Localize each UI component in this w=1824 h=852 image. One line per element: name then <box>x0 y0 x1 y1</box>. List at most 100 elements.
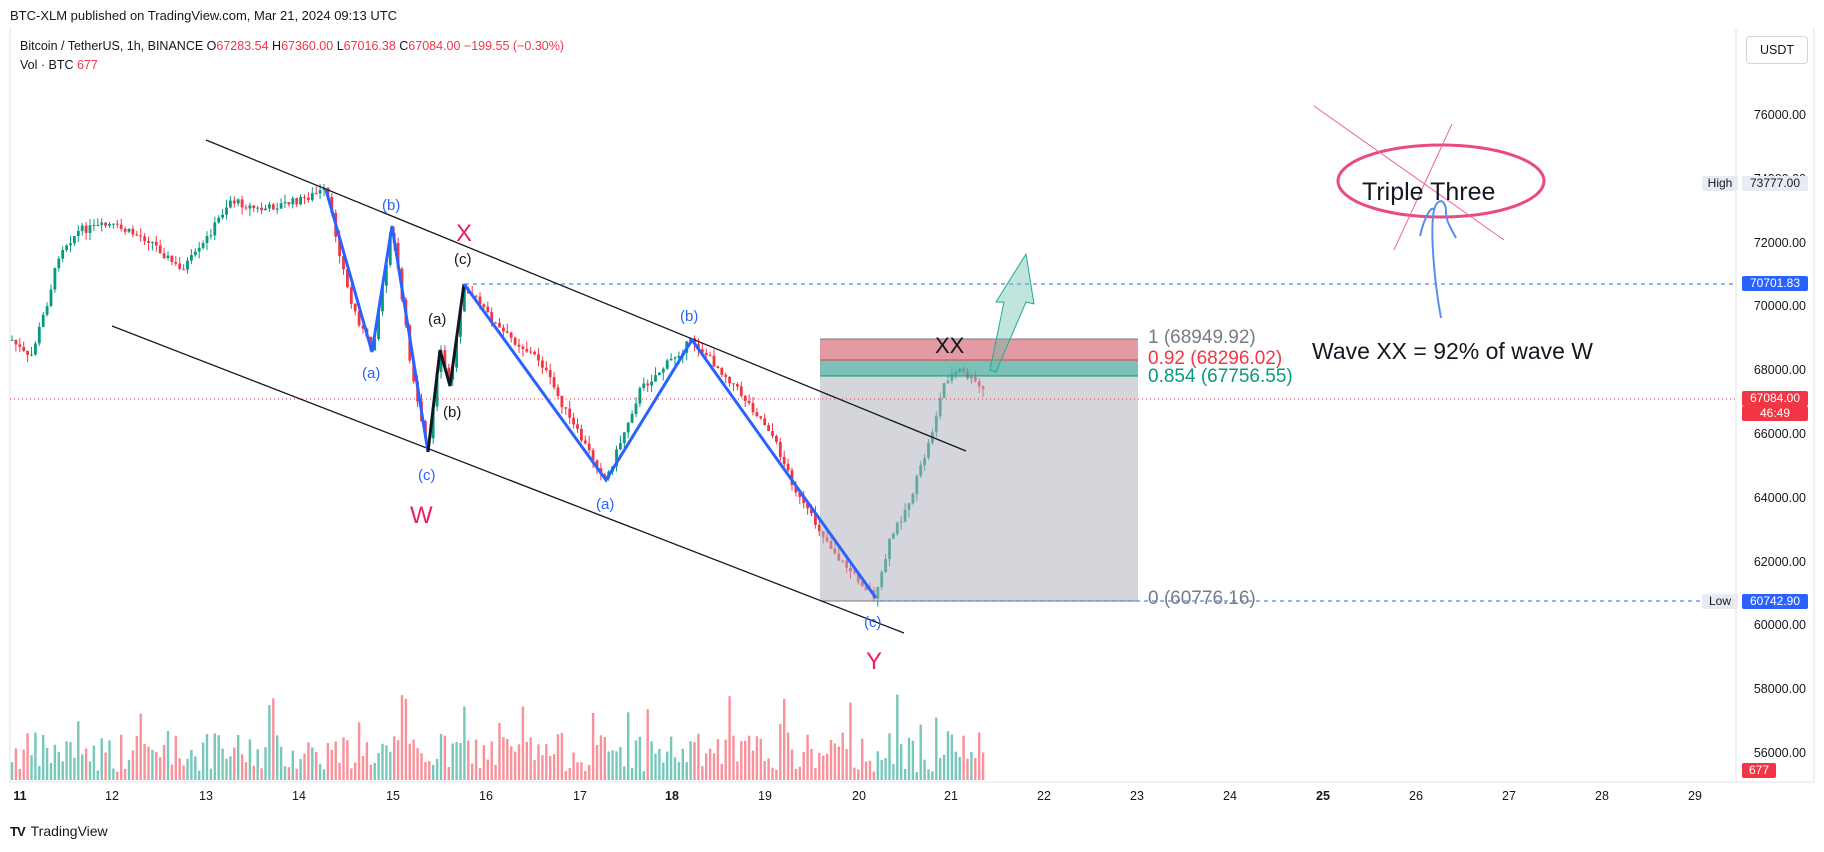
price-tick: 56000.00 <box>1753 746 1806 760</box>
volume-bar <box>416 748 419 780</box>
wave-label-b-y: (b) <box>680 308 699 325</box>
candle-body <box>373 338 377 351</box>
volume-label[interactable]: Vol · BTC <box>20 58 74 72</box>
candle-body <box>771 431 774 437</box>
candle-body <box>69 243 72 246</box>
volume-bar <box>552 754 556 780</box>
volume-bar <box>326 743 330 780</box>
volume-bar <box>689 741 692 780</box>
volume-bar <box>568 768 571 780</box>
volume-bar <box>139 713 142 780</box>
currency-button[interactable]: USDT <box>1746 36 1808 64</box>
volume-bar <box>923 759 926 780</box>
candle-body <box>217 217 221 223</box>
volume-bar <box>260 768 263 780</box>
volume-bar <box>412 739 415 780</box>
volume-bar <box>510 746 513 780</box>
candle-body <box>197 247 201 252</box>
candle-body <box>478 296 482 305</box>
candle-body <box>299 196 302 205</box>
symbol-name[interactable]: Bitcoin / TetherUS, 1h, BINANCE <box>20 39 204 53</box>
volume-bar <box>599 735 603 780</box>
volume-bar <box>634 740 638 780</box>
candle-body <box>112 223 115 225</box>
candle-body <box>802 496 806 504</box>
volume-legend[interactable]: Vol · BTC 677 <box>20 58 98 72</box>
volume-bar <box>646 709 649 780</box>
candle-body <box>732 383 735 385</box>
volume-bar <box>92 745 96 780</box>
volume-bar <box>825 753 829 780</box>
volume-bar <box>229 756 232 780</box>
candle-body <box>463 288 466 312</box>
volume-bar <box>724 739 727 780</box>
triple-three-label[interactable]: Triple Three <box>1362 178 1496 206</box>
volume-bar <box>533 760 536 780</box>
candle-body <box>798 492 802 497</box>
candle-body <box>131 228 135 235</box>
volume-bar <box>354 762 357 780</box>
low-tag-value: 60742.90 <box>1742 594 1808 609</box>
candle-body <box>502 327 505 332</box>
candle-body <box>244 207 248 209</box>
candle-body <box>271 204 275 210</box>
volume-bar <box>478 768 482 780</box>
volume-bar <box>131 750 135 780</box>
volume-bar <box>135 736 138 780</box>
volume-bar <box>299 758 302 780</box>
volume-bar <box>381 743 384 780</box>
date-tick: 19 <box>758 789 772 803</box>
high-tag-value: 73777.00 <box>1742 176 1808 191</box>
candle-body <box>638 388 642 404</box>
volume-bar <box>112 768 115 780</box>
candle-body <box>509 332 513 338</box>
volume-bar <box>393 736 396 780</box>
volume-bar <box>221 748 224 780</box>
volume-bar <box>876 751 879 780</box>
date-tick: 12 <box>105 789 119 803</box>
candle-body <box>349 287 353 304</box>
volume-bar <box>486 759 489 780</box>
candle-body <box>720 368 724 375</box>
volume-bar <box>978 732 981 780</box>
candle-body <box>739 386 743 396</box>
level-tag: 70701.83 <box>1742 276 1808 291</box>
candle-body <box>552 377 556 388</box>
candle-body <box>790 470 794 485</box>
volume-bar <box>307 742 310 780</box>
candle-body <box>34 343 37 355</box>
date-tick: 27 <box>1502 789 1516 803</box>
volume-bar <box>970 751 973 780</box>
fib-zone-red[interactable] <box>820 339 1138 360</box>
volume-bar <box>900 744 903 780</box>
candle-body <box>291 198 295 205</box>
wave-ratio-note[interactable]: Wave XX = 92% of wave W <box>1312 338 1594 364</box>
candle-body <box>665 360 669 369</box>
volume-bar <box>673 757 677 780</box>
projection-arrow[interactable] <box>989 252 1035 373</box>
candle-body <box>716 366 720 369</box>
candle-body <box>759 416 763 419</box>
candle-body <box>786 463 790 471</box>
tradingview-footer[interactable]: TV TradingView <box>10 823 108 839</box>
wave-label-a-x: (a) <box>428 311 447 328</box>
candle-body <box>162 253 166 259</box>
volume-bar <box>767 758 770 780</box>
candle-body <box>537 354 540 361</box>
candle-body <box>61 250 65 259</box>
volume-bar <box>872 771 876 780</box>
candle-body <box>279 203 283 209</box>
range-box-gray[interactable] <box>820 339 1138 601</box>
volume-value: 677 <box>76 58 98 72</box>
change-value: −199.55 (−0.30%) <box>463 39 564 53</box>
volume-bar <box>166 731 170 780</box>
candle-body <box>576 424 579 429</box>
candle-body <box>357 311 361 326</box>
volume-bar <box>30 755 33 780</box>
symbol-legend[interactable]: Bitcoin / TetherUS, 1h, BINANCE O67283.5… <box>20 39 564 53</box>
price-tick: 76000.00 <box>1753 108 1806 122</box>
fib-zone-green[interactable] <box>820 360 1138 376</box>
open-value: 67283.54 <box>216 39 269 53</box>
candle-body <box>303 196 306 198</box>
